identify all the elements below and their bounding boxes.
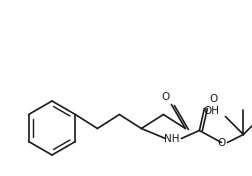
Text: O: O [209, 95, 217, 105]
Text: O: O [216, 137, 225, 147]
Text: NH: NH [163, 134, 178, 143]
Text: O: O [161, 93, 169, 102]
Text: OH: OH [203, 105, 218, 115]
